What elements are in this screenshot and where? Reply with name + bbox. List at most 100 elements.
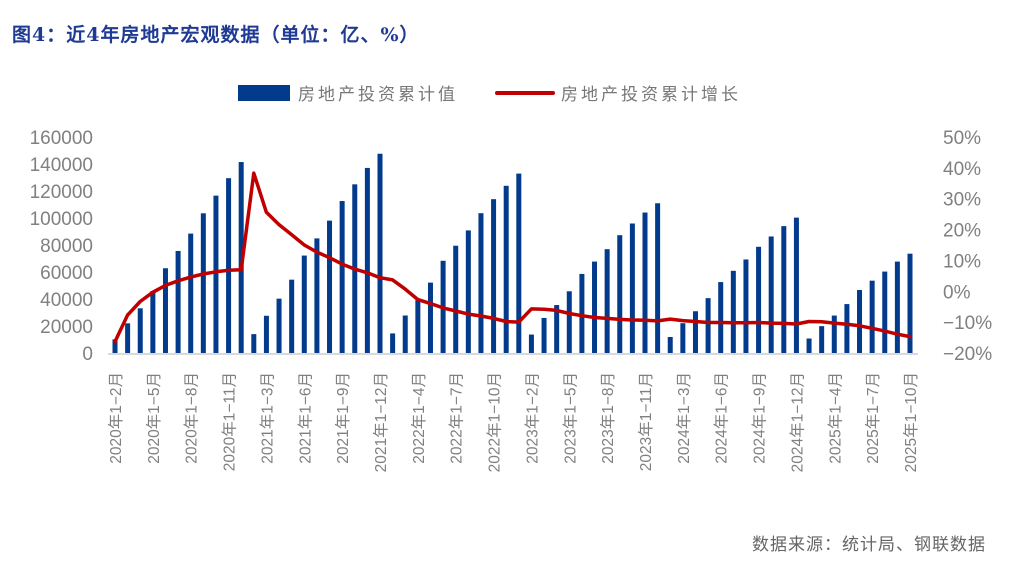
y-right-tick-label: 40% — [943, 159, 981, 180]
bar — [579, 273, 585, 353]
x-tick-label: 2020年1−5月 — [145, 372, 163, 464]
bar — [314, 238, 320, 353]
line-series-group — [113, 171, 912, 344]
bar — [882, 271, 888, 353]
bar — [213, 195, 219, 353]
y-right-tick-label: −20% — [943, 344, 992, 365]
bar — [503, 185, 509, 353]
bar — [491, 199, 497, 353]
bar — [377, 153, 383, 353]
y-axis-right: −20% −10% 0% 10% 20% 30% 40% 50% — [943, 128, 992, 365]
x-axis: 2020年1−2月 2020年1−5月 2020年1−8月 2020年1−11月 202… — [107, 372, 920, 472]
y-right-tick-label: 0% — [943, 282, 971, 303]
y-right-tick-label: 20% — [943, 221, 981, 242]
x-tick-label: 2024年1−12月 — [788, 372, 806, 472]
bar — [226, 178, 232, 353]
y-left-tick-label: 100000 — [30, 209, 93, 230]
y-right-tick-label: 30% — [943, 190, 981, 211]
bar — [680, 323, 686, 353]
bar — [390, 333, 396, 353]
x-tick-label: 2024年1−3月 — [675, 372, 693, 464]
x-tick-label: 2021年1−3月 — [258, 372, 276, 464]
bar — [263, 315, 269, 353]
bar — [276, 298, 282, 353]
bar — [516, 173, 522, 353]
x-tick-label: 2025年1−4月 — [826, 372, 844, 464]
legend-label-bar: 房地产投资累计值 — [298, 85, 458, 105]
bar — [339, 201, 345, 353]
x-tick-label: 2025年1−7月 — [864, 372, 882, 464]
bar — [819, 326, 825, 353]
bar — [869, 280, 875, 353]
bar — [667, 337, 673, 353]
bar — [453, 245, 459, 353]
y-left-tick-label: 40000 — [40, 290, 93, 311]
x-tick-label: 2020年1−11月 — [221, 372, 239, 471]
bar — [327, 220, 333, 353]
bar — [478, 213, 484, 353]
bar — [125, 323, 131, 353]
bar — [465, 230, 471, 353]
chart-title: 图4：近4年房地产宏观数据（单位：亿、%） — [12, 24, 420, 46]
bar — [844, 304, 850, 353]
y-right-tick-label: −10% — [943, 313, 992, 334]
bar — [756, 246, 762, 353]
y-axis-left: 0 20000 40000 60000 80000 100000 120000 140000 1… — [30, 128, 93, 365]
x-tick-label: 2021年1−12月 — [372, 372, 390, 472]
bar — [364, 167, 370, 353]
x-tick-label: 2021年1−6月 — [296, 372, 314, 464]
y-left-tick-label: 140000 — [30, 155, 93, 176]
bar — [200, 213, 206, 353]
bar — [793, 217, 799, 353]
bar — [150, 291, 156, 353]
source-note: 数据来源：统计局、钢联数据 — [752, 535, 986, 555]
bar — [188, 233, 194, 353]
y-left-tick-label: 120000 — [30, 182, 93, 203]
bar — [528, 334, 534, 353]
y-right-tick-label: 50% — [943, 128, 981, 149]
bar — [806, 338, 812, 353]
bar — [415, 300, 421, 353]
bar — [718, 282, 724, 353]
bar — [162, 268, 168, 353]
bar — [781, 226, 787, 353]
y-left-tick-label: 80000 — [40, 236, 93, 257]
x-tick-label: 2020年1−2月 — [107, 372, 125, 464]
x-tick-label: 2021年1−9月 — [334, 372, 352, 464]
bar — [112, 339, 118, 353]
legend-swatch-bar — [238, 85, 290, 101]
x-tick-label: 2025年1−10月 — [902, 372, 920, 472]
x-tick-label: 2022年1−7月 — [448, 372, 466, 464]
y-left-tick-label: 0 — [82, 344, 93, 365]
bar — [655, 203, 661, 353]
bar — [894, 261, 900, 353]
legend-label-line: 房地产投资累计增长 — [561, 85, 741, 105]
line-series — [113, 171, 912, 344]
x-tick-label: 2023年1−5月 — [561, 372, 579, 464]
bar — [705, 298, 711, 353]
y-right-tick-label: 10% — [943, 251, 981, 272]
bar — [554, 305, 560, 353]
bar — [629, 223, 635, 353]
y-left-tick-label: 20000 — [40, 317, 93, 338]
bar — [137, 308, 143, 353]
bar — [768, 236, 774, 353]
y-left-tick-label: 160000 — [30, 128, 93, 149]
bar — [301, 255, 307, 353]
bar — [175, 250, 181, 353]
bar — [907, 253, 913, 353]
bar — [566, 291, 572, 353]
legend: 房地产投资累计值 房地产投资累计增长 — [238, 85, 741, 105]
x-tick-label: 2022年1−10月 — [486, 372, 504, 472]
bar — [730, 270, 736, 353]
x-tick-label: 2020年1−8月 — [183, 372, 201, 464]
y-left-tick-label: 60000 — [40, 263, 93, 284]
bar — [831, 315, 837, 353]
bar — [692, 311, 698, 353]
bar — [604, 249, 610, 353]
bar — [592, 261, 598, 353]
bar — [427, 282, 433, 353]
x-tick-label: 2023年1−8月 — [599, 372, 617, 464]
bar — [251, 334, 257, 353]
